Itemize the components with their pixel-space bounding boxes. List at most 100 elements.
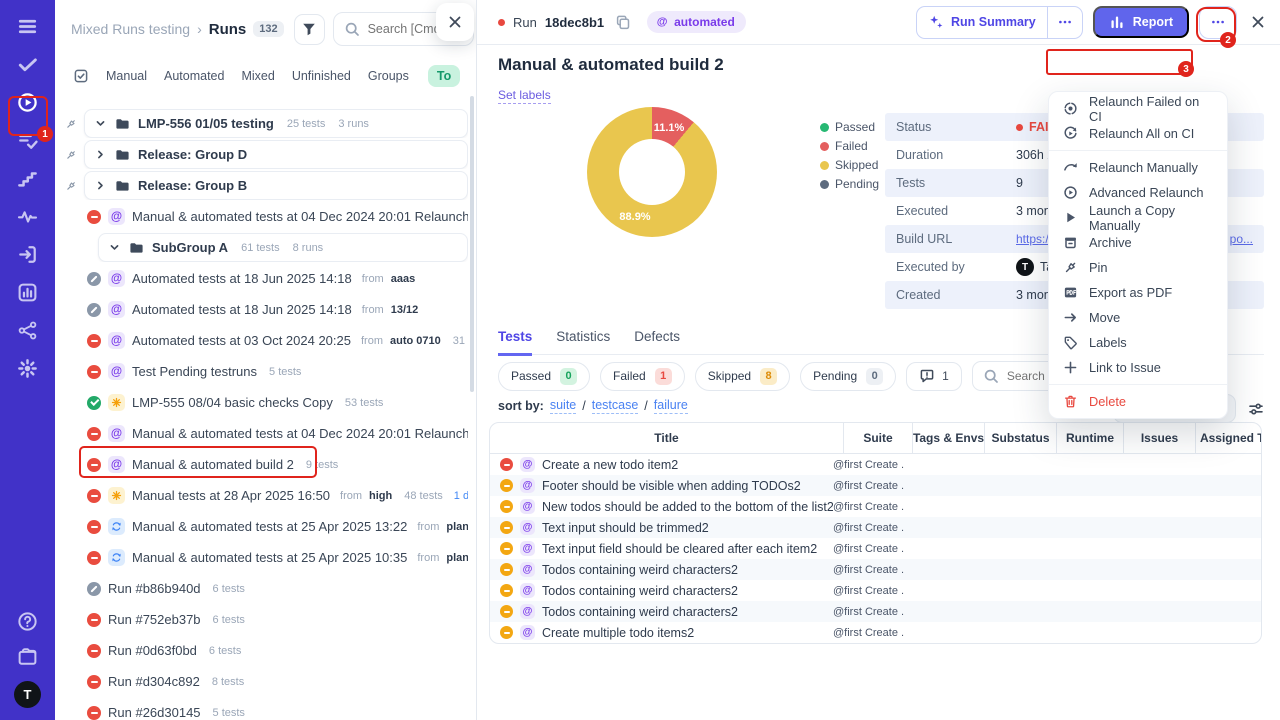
run-summary-button[interactable]: Run Summary bbox=[916, 6, 1083, 39]
set-labels-link[interactable]: Set labels bbox=[498, 88, 551, 104]
build-url-link[interactable]: https:/ bbox=[1016, 232, 1049, 246]
import-icon[interactable] bbox=[17, 244, 38, 265]
breadcrumb-project[interactable]: Mixed Runs testing bbox=[71, 21, 190, 37]
run-title[interactable]: Manual & automated tests at 04 Dec 2024 … bbox=[132, 426, 468, 441]
sort-by-failure[interactable]: failure bbox=[654, 398, 688, 414]
chip-skipped[interactable]: Skipped8 bbox=[695, 362, 790, 391]
run-summary-more-button[interactable] bbox=[1047, 7, 1082, 38]
menu-item-pin[interactable]: Pin bbox=[1049, 255, 1227, 280]
run-title[interactable]: Automated tests at 18 Jun 2025 14:18 bbox=[132, 271, 352, 286]
folder-row[interactable]: Release: Group B bbox=[84, 171, 468, 200]
help-icon[interactable] bbox=[17, 611, 38, 632]
test-plans-icon[interactable] bbox=[17, 130, 38, 151]
more-actions-button[interactable] bbox=[1199, 6, 1237, 39]
table-row[interactable]: @Create a new todo item2@first Create ..… bbox=[490, 454, 1261, 475]
column-header-substatus[interactable]: Substatus bbox=[984, 423, 1056, 453]
run-title[interactable]: LMP-555 08/04 basic checks Copy bbox=[132, 395, 333, 410]
close-search-button[interactable] bbox=[436, 3, 474, 41]
menu-item-labels[interactable]: Labels bbox=[1049, 330, 1227, 355]
run-title[interactable]: Manual & automated tests at 04 Dec 2024 … bbox=[132, 209, 468, 224]
run-title[interactable]: Automated tests at 03 Oct 2024 20:25 bbox=[132, 333, 351, 348]
menu-icon[interactable] bbox=[17, 16, 38, 37]
view-options-icon[interactable] bbox=[1248, 401, 1264, 417]
column-header-runtime[interactable]: Runtime bbox=[1056, 423, 1123, 453]
projects-icon[interactable] bbox=[17, 646, 38, 667]
runs-scrollbar[interactable] bbox=[470, 96, 474, 392]
table-row[interactable]: @Todos containing weird characters2@firs… bbox=[490, 559, 1261, 580]
build-url-link-tail[interactable]: po... bbox=[1230, 232, 1253, 246]
run-title[interactable]: Automated tests at 18 Jun 2025 14:18 bbox=[132, 302, 352, 317]
menu-item-advanced-relaunch[interactable]: Advanced Relaunch bbox=[1049, 180, 1227, 205]
activity-icon[interactable] bbox=[17, 206, 38, 227]
filter-button[interactable] bbox=[294, 14, 325, 45]
runs-tab-mixed[interactable]: Mixed bbox=[241, 69, 274, 83]
report-button[interactable]: Report bbox=[1093, 6, 1189, 38]
table-row[interactable]: @Text input should be trimmed2@first Cre… bbox=[490, 517, 1261, 538]
run-defects-link[interactable]: 1 defects bbox=[454, 490, 468, 502]
chevron-down-icon[interactable] bbox=[108, 241, 121, 254]
sort-by-suite[interactable]: suite bbox=[550, 398, 576, 414]
run-title[interactable]: Manual tests at 28 Apr 2025 16:50 bbox=[132, 488, 330, 503]
run-title[interactable]: Manual & automated tests at 25 Apr 2025 … bbox=[132, 550, 407, 565]
chevron-right-icon[interactable] bbox=[94, 179, 107, 192]
runs-play-icon[interactable] bbox=[17, 92, 38, 113]
table-row[interactable]: @New todos should be added to the bottom… bbox=[490, 496, 1261, 517]
table-row[interactable]: @Todos containing weird characters2@firs… bbox=[490, 601, 1261, 622]
run-title[interactable]: Manual & automated tests at 25 Apr 2025 … bbox=[132, 519, 407, 534]
chevron-down-icon[interactable] bbox=[94, 117, 107, 130]
tab-today-pill[interactable]: To bbox=[428, 65, 460, 87]
column-header-tags-envs[interactable]: Tags & Envs bbox=[912, 423, 984, 453]
runs-tab-automated[interactable]: Automated bbox=[164, 69, 224, 83]
menu-item-link-to-issue[interactable]: Link to Issue bbox=[1049, 355, 1227, 380]
chip-pending[interactable]: Pending0 bbox=[800, 362, 896, 391]
run-title[interactable]: Run #752eb37b bbox=[108, 612, 201, 627]
run-title[interactable]: Manual & automated build 2 bbox=[132, 457, 294, 472]
menu-item-relaunch-failed-on-ci[interactable]: Relaunch Failed on CI bbox=[1049, 96, 1227, 121]
run-title[interactable]: Run #b86b940d bbox=[108, 581, 201, 596]
runs-tab-groups[interactable]: Groups bbox=[368, 69, 409, 83]
chip-failed[interactable]: Failed1 bbox=[600, 362, 685, 391]
menu-item-relaunch-all-on-ci[interactable]: Relaunch All on CI bbox=[1049, 121, 1227, 146]
run-title[interactable]: Run #d304c892 bbox=[108, 674, 200, 689]
comments-chip[interactable]: 1 bbox=[906, 362, 962, 391]
user-avatar[interactable]: T bbox=[14, 681, 41, 708]
menu-item-relaunch-manually[interactable]: Relaunch Manually bbox=[1049, 155, 1227, 180]
checks-icon[interactable] bbox=[17, 54, 38, 75]
chip-passed[interactable]: Passed0 bbox=[498, 362, 590, 391]
test-suite-cell: @first Create ... bbox=[833, 543, 905, 555]
tab-tests[interactable]: Tests bbox=[498, 329, 532, 356]
menu-item-launch-a-copy-manually[interactable]: Launch a Copy Manually bbox=[1049, 205, 1227, 230]
sort-by-testcase[interactable]: testcase bbox=[592, 398, 639, 414]
table-row[interactable]: @Text input field should be cleared afte… bbox=[490, 538, 1261, 559]
run-title[interactable]: Run #0d63f0bd bbox=[108, 643, 197, 658]
menu-item-delete[interactable]: Delete bbox=[1049, 389, 1227, 414]
analytics-icon[interactable] bbox=[17, 282, 38, 303]
column-header-issues[interactable]: Issues bbox=[1123, 423, 1195, 453]
branches-icon[interactable] bbox=[17, 320, 38, 341]
menu-item-archive[interactable]: Archive bbox=[1049, 230, 1227, 255]
runs-tab-unfinished[interactable]: Unfinished bbox=[292, 69, 351, 83]
table-row[interactable]: @Footer should be visible when adding TO… bbox=[490, 475, 1261, 496]
tab-statistics[interactable]: Statistics bbox=[556, 329, 610, 354]
menu-item-export-as-pdf[interactable]: Export as PDF bbox=[1049, 280, 1227, 305]
folder-row[interactable]: Release: Group D bbox=[84, 140, 468, 169]
column-header-title[interactable]: Title bbox=[490, 423, 843, 453]
folder-row[interactable]: LMP-556 01/05 testing25 tests3 runs bbox=[84, 109, 468, 138]
chevron-right-icon[interactable] bbox=[94, 148, 107, 161]
tab-defects[interactable]: Defects bbox=[634, 329, 680, 354]
run-title[interactable]: Run #26d30145 bbox=[108, 705, 201, 720]
settings-icon[interactable] bbox=[17, 358, 38, 379]
runs-tab-manual[interactable]: Manual bbox=[106, 69, 147, 83]
skipped-status-icon bbox=[500, 521, 513, 534]
column-header-assigned-to[interactable]: Assigned To bbox=[1195, 423, 1262, 453]
copy-icon[interactable] bbox=[615, 14, 631, 30]
steps-icon[interactable] bbox=[17, 168, 38, 189]
close-panel-icon[interactable] bbox=[1250, 14, 1266, 30]
select-runs-icon[interactable] bbox=[73, 68, 89, 84]
run-title[interactable]: Test Pending testruns bbox=[132, 364, 257, 379]
column-header-suite[interactable]: Suite bbox=[843, 423, 912, 453]
table-row[interactable]: @Create multiple todo items2@first Creat… bbox=[490, 622, 1261, 643]
menu-item-move[interactable]: Move bbox=[1049, 305, 1227, 330]
table-row[interactable]: @Todos containing weird characters2@firs… bbox=[490, 580, 1261, 601]
folder-row[interactable]: SubGroup A61 tests8 runs bbox=[98, 233, 468, 262]
